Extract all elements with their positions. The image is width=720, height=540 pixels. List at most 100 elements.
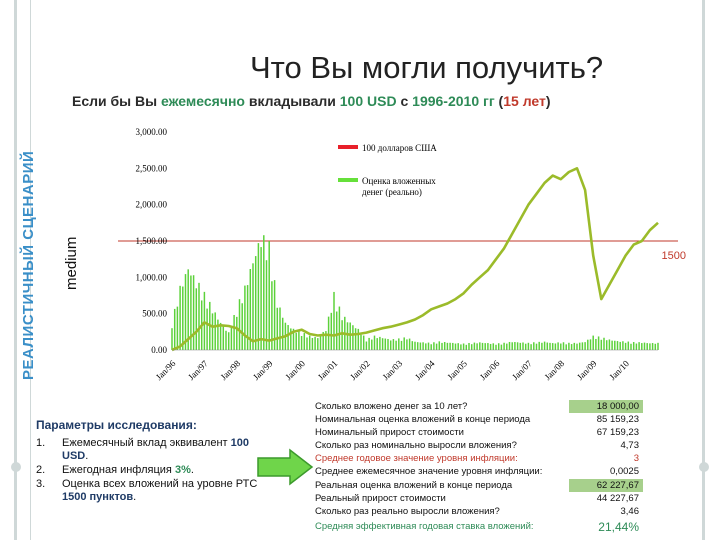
bar	[176, 306, 179, 350]
bar	[568, 342, 570, 350]
page-title: Что Вы могли получить?	[250, 50, 604, 85]
param-number: 1.	[36, 437, 46, 449]
y-tick-label: 2,500.00	[136, 163, 168, 173]
bar	[357, 328, 360, 350]
bar	[584, 342, 586, 350]
param-number: 3.	[36, 478, 46, 490]
stats-value: 62 227,67	[569, 478, 643, 492]
bar	[454, 343, 457, 350]
stats-label: Сколько раз реально выросли вложения?	[315, 505, 500, 517]
bar	[403, 337, 405, 350]
param-text-part: .	[85, 450, 89, 462]
bar	[479, 342, 481, 350]
bar	[300, 336, 303, 350]
x-tick-label: Jan/98	[219, 358, 243, 382]
stats-value: 3,46	[620, 505, 640, 517]
bar	[303, 333, 306, 350]
bar	[257, 243, 260, 350]
bar	[500, 344, 503, 350]
legend-label: 100 долларов США	[362, 143, 437, 153]
bar	[171, 328, 173, 350]
bar	[217, 319, 219, 350]
x-tick-label: Jan/06	[478, 358, 502, 382]
bar	[597, 336, 600, 350]
bar	[352, 325, 354, 350]
bar	[435, 343, 438, 350]
bar	[578, 342, 581, 350]
bar	[611, 340, 613, 350]
bar	[603, 337, 605, 350]
bar	[408, 338, 411, 350]
stats-row: Сколько раз реально выросли вложения? 3,4…	[315, 505, 643, 518]
bar	[543, 341, 546, 350]
bar	[379, 336, 381, 350]
bar	[392, 339, 395, 350]
bar	[290, 328, 292, 350]
bar	[616, 341, 619, 350]
bar	[182, 286, 184, 350]
bar	[541, 342, 543, 350]
bar	[236, 316, 238, 350]
bar	[492, 343, 495, 350]
bar	[319, 335, 322, 350]
bar	[565, 344, 567, 350]
bar	[230, 328, 233, 350]
bar	[460, 344, 462, 350]
bar	[624, 342, 627, 350]
bar	[511, 342, 513, 350]
y-tick-label: 1,000.00	[136, 272, 168, 282]
bar	[187, 269, 189, 350]
stats-row: Сколько раз номинально выросли вложения?…	[315, 439, 643, 452]
stats-row: Номинальная оценка вложений в конце пери…	[315, 413, 643, 426]
chart: 1500 3,000.00 2,500.00 2,000.00 1,500.00 1,0…	[118, 127, 686, 382]
bar	[265, 260, 268, 350]
legend-swatch	[338, 145, 358, 149]
bar	[433, 342, 435, 350]
subtitle-amount: 100 USD	[339, 93, 397, 109]
stats-label: Среднее ежемесячное значение уровня инфл…	[315, 466, 543, 478]
bar	[260, 247, 262, 350]
stats-label: Среднее годовое значение уровня инфляции…	[315, 453, 518, 465]
bar	[446, 342, 449, 350]
bar	[430, 344, 432, 350]
y-tick-label: 0.00	[151, 345, 167, 355]
bar	[281, 317, 284, 350]
x-tick-label: Jan/96	[154, 358, 178, 382]
x-tick-label: Jan/07	[510, 358, 534, 382]
bar	[384, 338, 387, 350]
bar	[287, 325, 289, 350]
param-item: 1. Ежемесячный вклад эквивалент 100 USD.	[36, 437, 266, 463]
bar	[484, 343, 486, 350]
bar	[173, 308, 176, 350]
stats-label: Реальная оценка вложений в конце периода	[315, 479, 513, 491]
x-tick-label: Jan/05	[445, 358, 469, 382]
bar	[589, 339, 592, 350]
bar	[254, 256, 257, 350]
param-text-part: Оценка всех вложений на уровне РТС	[62, 478, 258, 490]
bar	[476, 343, 478, 350]
stats-label: Сколько вложено денег за 10 лет?	[315, 401, 468, 412]
bar	[192, 275, 195, 350]
bar	[533, 342, 535, 350]
bar	[389, 340, 392, 350]
bar	[398, 338, 400, 350]
bar	[468, 342, 470, 350]
bar	[311, 337, 314, 350]
bar	[206, 308, 208, 350]
subtitle-duration: 15 лет	[503, 93, 546, 109]
bar	[333, 291, 335, 350]
bar	[219, 322, 222, 350]
bar	[325, 331, 327, 350]
bar	[222, 326, 225, 350]
bar	[306, 337, 308, 350]
param-highlight: 100 USD	[62, 437, 249, 462]
bar	[292, 328, 295, 350]
stats-label: Реальный прирост стоимости	[315, 492, 446, 504]
bar	[487, 343, 489, 350]
axis-layer: 3,000.00 2,500.00 2,000.00 1,500.00 1,000.00…	[136, 127, 658, 382]
bar	[244, 285, 246, 350]
bar	[271, 281, 273, 350]
bar	[276, 307, 279, 350]
bar	[268, 241, 270, 350]
